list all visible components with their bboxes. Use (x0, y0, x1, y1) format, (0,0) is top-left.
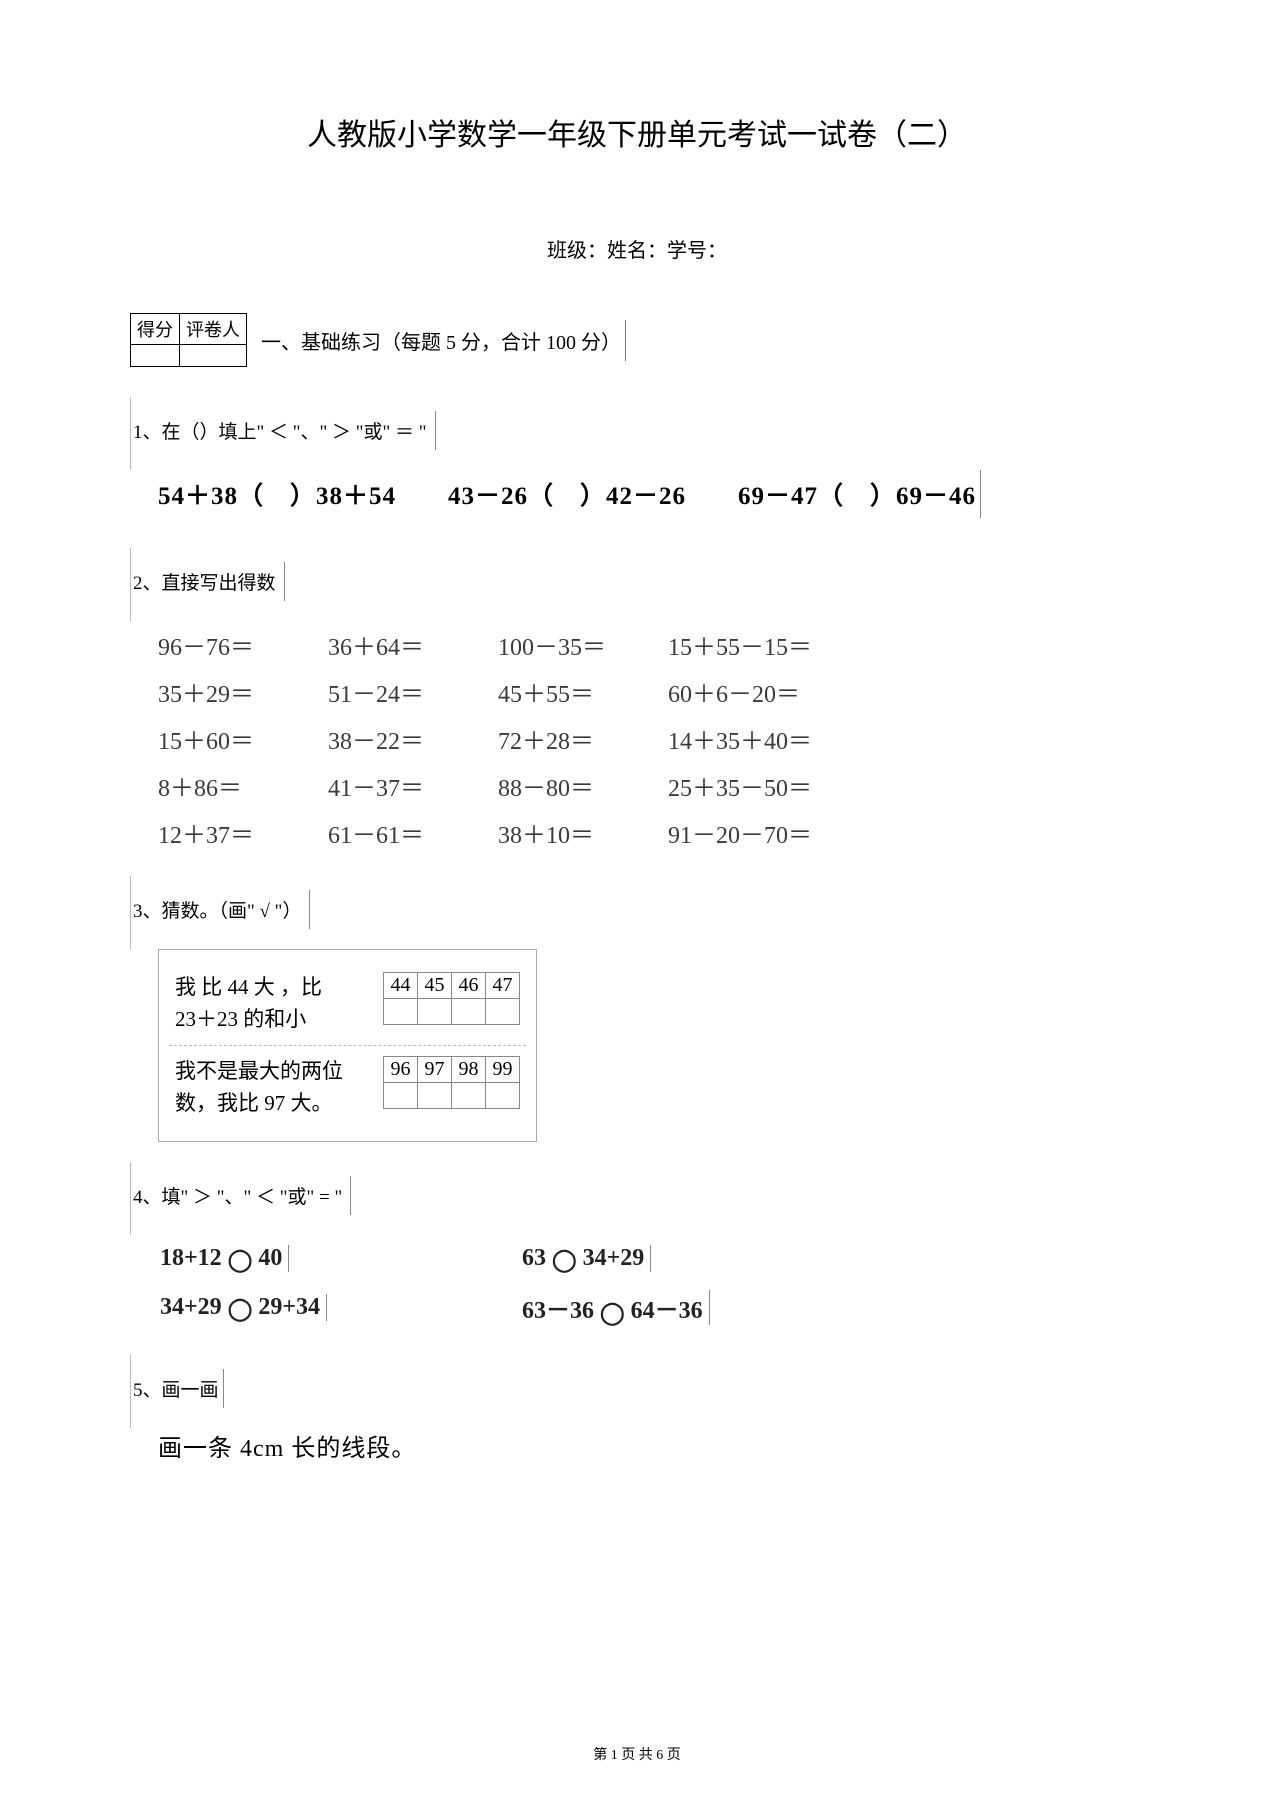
arith-cell: 51－24＝ (328, 668, 498, 715)
question-1-expression: 54＋38（ ）38＋54 43－26（ ）42－26 69－47（ ）69－4… (154, 470, 981, 518)
compare-circle-icon: ◯ (552, 1247, 577, 1273)
score-header-score: 得分 (131, 314, 180, 345)
compare-circle-icon: ◯ (228, 1247, 253, 1273)
guess-option-checkbox[interactable] (486, 999, 520, 1025)
question-2-label: 2、直接写出得数 (133, 562, 285, 601)
arith-cell: 60＋6－20＝ (668, 668, 838, 715)
arith-cell: 41－37＝ (328, 762, 498, 809)
question-1-label: 1、在（）填上" ＜ "、" ＞ "或" ＝ " (133, 411, 436, 450)
guess-option-value: 99 (486, 1057, 520, 1083)
page-footer: 第 1 页 共 6 页 (0, 1744, 1274, 1764)
guess-option-value: 97 (418, 1057, 452, 1083)
arith-cell: 12＋37＝ (158, 809, 328, 856)
guess-row: 我 比 44 大 ，比23＋23 的和小 44454647 (169, 962, 526, 1045)
arith-cell: 96－76＝ (158, 621, 328, 668)
compare-cell: 34+29 ◯ 29+34 (160, 1282, 520, 1333)
guess-option-checkbox[interactable] (486, 1083, 520, 1109)
question-4-label: 4、填" ＞ "、" ＜ "或" = " (133, 1176, 351, 1215)
guess-box: 我 比 44 大 ，比23＋23 的和小 44454647 我不是最大的两位数，我比… (158, 949, 537, 1142)
arith-cell: 14＋35＋40＝ (668, 715, 838, 762)
question-4: 4、填" ＞ "、" ＜ "或" = " (130, 1162, 1144, 1235)
guess-option-checkbox[interactable] (418, 1083, 452, 1109)
question-5: 5、画一画 (130, 1355, 1144, 1428)
score-section: 得分 评卷人 一、基础练习（每题 5 分，合计 100 分） (130, 313, 1144, 367)
arith-cell: 36＋64＝ (328, 621, 498, 668)
question-3-label: 3、猜数。（画" √ "） (133, 890, 310, 929)
guess-option-value: 98 (452, 1057, 486, 1083)
question-2: 2、直接写出得数 (130, 548, 1144, 621)
arith-cell: 72＋28＝ (498, 715, 668, 762)
guess-row: 我不是最大的两位数，我比 97 大。 96979899 (169, 1045, 526, 1129)
page: 人教版小学数学一年级下册单元考试一试卷（二） 班级：姓名：学号： 得分 评卷人 … (0, 0, 1274, 1804)
arith-cell: 15＋55－15＝ (668, 621, 838, 668)
compare-circle-icon: ◯ (600, 1300, 625, 1326)
arith-cell: 88－80＝ (498, 762, 668, 809)
compare-grid: 18+12 ◯ 4063 ◯ 34+2934+29 ◯ 29+3463－36 ◯… (158, 1235, 1144, 1335)
arith-cell: 91－20－70＝ (668, 809, 838, 856)
section-1-title: 一、基础练习（每题 5 分，合计 100 分） (261, 320, 626, 361)
question-5-text: 画一条 4cm 长的线段。 (158, 1428, 1144, 1463)
student-info-line: 班级：姓名：学号： (130, 234, 1144, 263)
compare-cell: 18+12 ◯ 40 (160, 1237, 520, 1280)
arith-cell: 8＋86＝ (158, 762, 328, 809)
guess-option-value: 45 (418, 973, 452, 999)
arith-cell: 38－22＝ (328, 715, 498, 762)
guess-option-value: 44 (384, 973, 418, 999)
score-table: 得分 评卷人 (130, 313, 247, 367)
arith-cell: 45＋55＝ (498, 668, 668, 715)
guess-option-checkbox[interactable] (384, 1083, 418, 1109)
guess-option-value: 47 (486, 973, 520, 999)
guess-option-checkbox[interactable] (452, 1083, 486, 1109)
arith-cell: 15＋60＝ (158, 715, 328, 762)
score-cell-score (131, 345, 180, 367)
score-cell-grader (180, 345, 247, 367)
guess-text: 我不是最大的两位数，我比 97 大。 (175, 1056, 365, 1119)
arith-cell: 35＋29＝ (158, 668, 328, 715)
guess-option-checkbox[interactable] (384, 999, 418, 1025)
arithmetic-grid: 96－76＝36＋64＝100－35＝15＋55－15＝ 35＋29＝51－24＝… (158, 621, 1144, 856)
arith-cell: 100－35＝ (498, 621, 668, 668)
page-title: 人教版小学数学一年级下册单元考试一试卷（二） (130, 110, 1144, 154)
compare-circle-icon: ◯ (228, 1296, 253, 1322)
guess-text: 我 比 44 大 ，比23＋23 的和小 (175, 972, 365, 1035)
compare-cell: 63 ◯ 34+29 (522, 1237, 882, 1280)
question-3: 3、猜数。（画" √ "） (130, 876, 1144, 949)
arith-cell: 25＋35－50＝ (668, 762, 838, 809)
arith-cell: 38＋10＝ (498, 809, 668, 856)
guess-options: 44454647 (383, 972, 520, 1025)
question-1: 1、在（）填上" ＜ "、" ＞ "或" ＝ " (130, 397, 1144, 470)
arith-cell: 61－61＝ (328, 809, 498, 856)
guess-option-checkbox[interactable] (418, 999, 452, 1025)
guess-option-value: 96 (384, 1057, 418, 1083)
guess-option-value: 46 (452, 973, 486, 999)
compare-cell: 63－36 ◯ 64－36 (522, 1282, 882, 1333)
guess-options: 96979899 (383, 1056, 520, 1109)
score-header-grader: 评卷人 (180, 314, 247, 345)
question-5-label: 5、画一画 (133, 1369, 224, 1408)
guess-option-checkbox[interactable] (452, 999, 486, 1025)
